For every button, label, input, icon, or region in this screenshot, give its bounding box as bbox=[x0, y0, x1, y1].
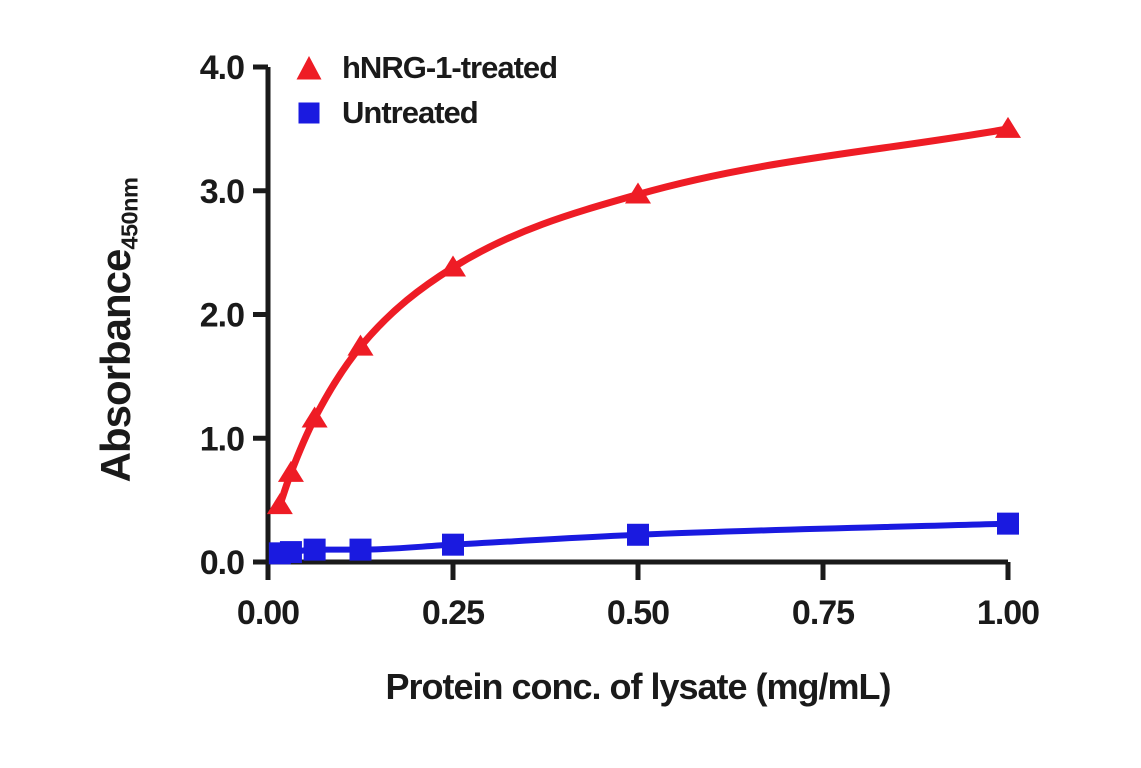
x-tick-label: 1.00 bbox=[977, 594, 1039, 632]
series-curve-0 bbox=[276, 125, 1012, 509]
y-axis-title-text: Absorbance bbox=[92, 249, 139, 483]
x-tick-label: 0.50 bbox=[607, 594, 669, 632]
y-tick-label: 3.0 bbox=[200, 173, 244, 211]
square-glyph bbox=[298, 102, 320, 124]
data-point-triangle bbox=[625, 182, 651, 204]
y-tick-label: 1.0 bbox=[200, 420, 244, 458]
data-point-triangle bbox=[995, 116, 1021, 138]
x-axis-title: Protein conc. of lysate (mg/mL) bbox=[385, 666, 891, 707]
legend-item-hnrg1-treated: hNRG-1-treated bbox=[296, 49, 558, 87]
triangle-glyph bbox=[296, 56, 322, 80]
data-point-triangle bbox=[301, 406, 328, 428]
legend-item-untreated: Untreated bbox=[296, 94, 557, 132]
data-point-triangle bbox=[277, 460, 304, 482]
data-point-triangle bbox=[266, 493, 293, 515]
legend-label-untreated: Untreated bbox=[342, 95, 479, 130]
legend-label-hnrg1-treated: hNRG-1-treated bbox=[342, 50, 558, 85]
x-tick-label: 0.25 bbox=[422, 594, 484, 632]
y-tick-label: 0.0 bbox=[200, 544, 244, 582]
data-point-square bbox=[442, 533, 464, 556]
data-point-square bbox=[627, 523, 649, 546]
legend: hNRG-1-treated Untreated bbox=[296, 49, 558, 132]
y-tick-label: 2.0 bbox=[200, 297, 244, 335]
y-axis-title: Absorbance450nm bbox=[92, 178, 144, 483]
data-point-square bbox=[279, 541, 302, 564]
data-point-square bbox=[349, 538, 372, 561]
data-point-triangle bbox=[347, 334, 374, 356]
blue-square-marker-icon bbox=[298, 102, 320, 124]
data-point-square bbox=[303, 538, 326, 561]
red-triangle-marker-icon bbox=[296, 56, 322, 80]
x-tick-label: 0.00 bbox=[237, 594, 299, 632]
x-tick-label: 0.75 bbox=[792, 594, 854, 632]
axis-lines bbox=[265, 67, 1008, 565]
data-point-square bbox=[997, 512, 1019, 535]
data-point-triangle bbox=[440, 255, 466, 277]
y-axis-title-subscript: 450nm bbox=[116, 177, 143, 250]
y-tick-label: 4.0 bbox=[200, 49, 244, 87]
